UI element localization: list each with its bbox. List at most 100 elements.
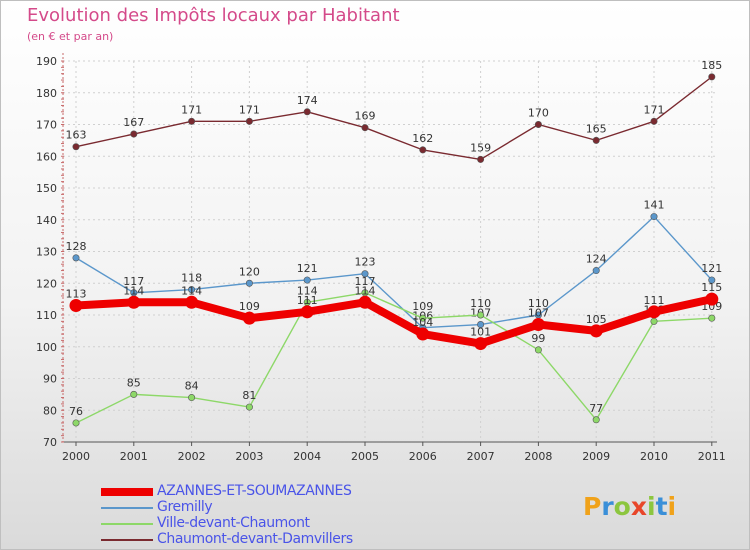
data-label: 110: [528, 297, 549, 310]
data-label: 105: [586, 313, 607, 326]
data-point: [534, 121, 542, 129]
data-point: [245, 403, 253, 411]
data-label: 101: [470, 326, 491, 339]
data-point: [477, 321, 485, 329]
data-label: 121: [701, 262, 722, 275]
data-point: [474, 337, 488, 351]
series-line: [75, 292, 713, 424]
x-tick-label: 2002: [178, 450, 206, 463]
x-tick-label: 2011: [698, 450, 726, 463]
data-point: [188, 117, 196, 125]
data-point: [708, 276, 716, 284]
data-label: 114: [297, 284, 318, 297]
x-tick-label: 2010: [640, 450, 668, 463]
data-label: 171: [239, 103, 260, 116]
y-tick-label: 120: [36, 277, 57, 290]
data-point: [130, 130, 138, 138]
data-label: 141: [644, 199, 665, 212]
data-label: 109: [412, 300, 433, 313]
y-tick-label: 130: [36, 246, 57, 259]
data-point: [188, 286, 196, 294]
data-point: [477, 311, 485, 319]
y-tick-label: 140: [36, 214, 57, 227]
data-point: [650, 213, 658, 221]
data-label: 110: [470, 297, 491, 310]
logo-letter: t: [655, 492, 668, 521]
x-tick-label: 2009: [582, 450, 610, 463]
series-line: [75, 215, 713, 329]
data-point: [589, 324, 603, 338]
data-label: 165: [586, 122, 607, 135]
data-label: 163: [66, 129, 87, 142]
chart-subtitle: (en € et par an): [27, 30, 114, 43]
data-label: 107: [528, 307, 549, 320]
data-point: [592, 416, 600, 424]
y-tick-label: 90: [43, 373, 57, 386]
data-label: 120: [239, 265, 260, 278]
data-point: [130, 390, 138, 398]
data-label: 77: [589, 402, 603, 415]
data-label: 121: [297, 262, 318, 275]
data-label: 99: [531, 332, 545, 345]
data-label: 113: [66, 287, 87, 300]
data-point: [705, 292, 719, 306]
y-tick-label: 100: [36, 341, 57, 354]
data-point: [300, 305, 314, 319]
data-point: [245, 117, 253, 125]
x-tick-label: 2008: [524, 450, 552, 463]
logo-letter: P: [583, 492, 602, 521]
data-point: [531, 318, 545, 332]
data-label: 170: [528, 107, 549, 120]
data-point: [72, 254, 80, 262]
data-point: [245, 279, 253, 287]
data-label: 118: [181, 272, 202, 285]
data-label: 123: [355, 256, 376, 269]
legend-swatch: [101, 507, 153, 509]
legend-label: Ville-devant-Chaumont: [157, 515, 310, 531]
logo-letter: i: [667, 492, 677, 521]
data-label: 171: [644, 103, 665, 116]
data-point: [361, 270, 369, 278]
data-label: 159: [470, 141, 491, 154]
data-label: 114: [355, 284, 376, 297]
data-label: 114: [123, 284, 144, 297]
legend-label: AZANNES-ET-SOUMAZANNES: [157, 483, 352, 499]
data-point: [477, 155, 485, 163]
data-label: 104: [412, 316, 433, 329]
data-label: 171: [181, 103, 202, 116]
y-tick-label: 180: [36, 87, 57, 100]
data-label: 81: [242, 389, 256, 402]
data-point: [592, 267, 600, 275]
data-label: 185: [701, 59, 722, 72]
data-label: 169: [355, 110, 376, 123]
x-tick-label: 2004: [293, 450, 321, 463]
y-tick-label: 150: [36, 182, 57, 195]
legend-swatch: [101, 523, 153, 525]
data-point: [647, 305, 661, 319]
logo-letter: i: [647, 492, 656, 521]
y-tick-label: 170: [36, 119, 57, 132]
data-label: 167: [123, 116, 144, 129]
data-label: 162: [412, 132, 433, 145]
series-line: [72, 295, 716, 348]
y-tick-label: 80: [43, 404, 57, 417]
data-label: 109: [239, 300, 260, 313]
legend-swatch: [101, 539, 153, 541]
y-tick-label: 70: [43, 436, 57, 449]
data-label: 76: [69, 405, 83, 418]
data-point: [650, 317, 658, 325]
data-point: [416, 327, 430, 341]
data-point: [72, 419, 80, 427]
data-point: [127, 295, 141, 309]
data-label: 114: [181, 284, 202, 297]
data-label: 85: [127, 376, 141, 389]
legend-label: Gremilly: [157, 499, 213, 515]
y-tick-label: 110: [36, 309, 57, 322]
data-point: [419, 146, 427, 154]
data-label: 115: [701, 281, 722, 294]
data-label: 117: [355, 275, 376, 288]
data-point: [592, 136, 600, 144]
data-point: [188, 394, 196, 402]
